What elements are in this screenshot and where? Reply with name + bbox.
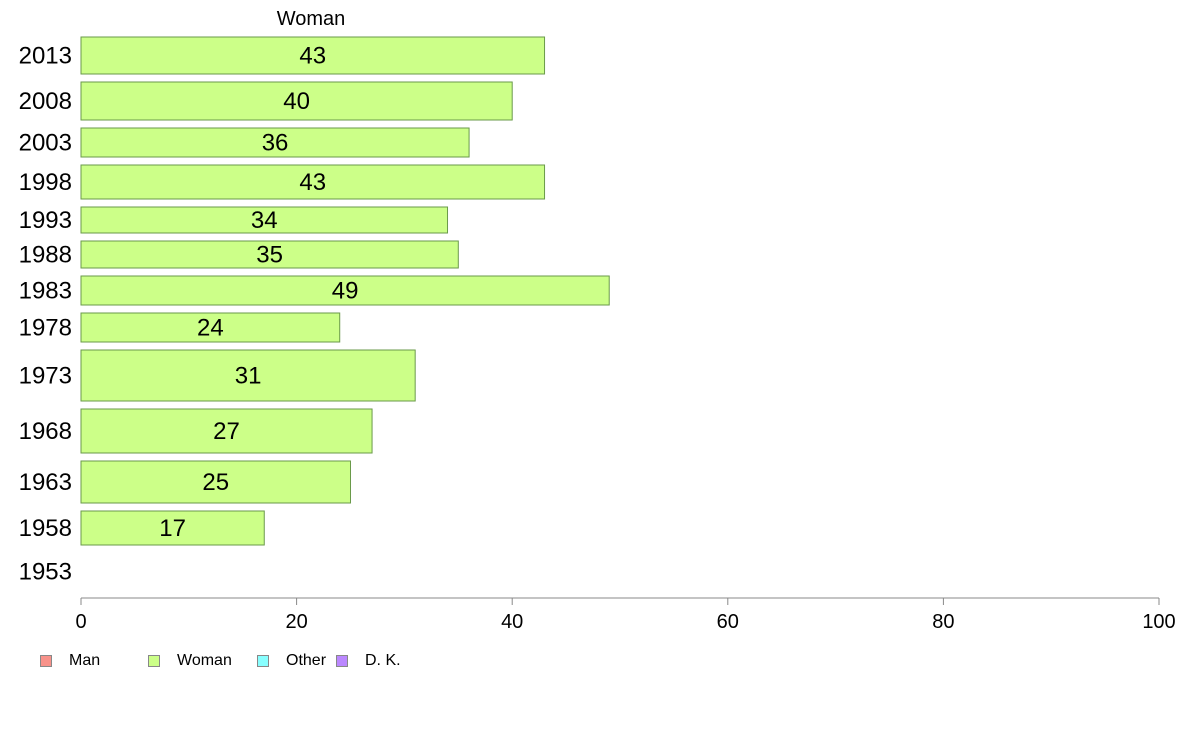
legend-item-dk: D. K. bbox=[336, 652, 426, 670]
bar-value-label: 17 bbox=[159, 515, 186, 542]
legend-swatch-man bbox=[40, 655, 52, 667]
legend-label-other: Other bbox=[286, 652, 327, 669]
bar bbox=[80, 240, 459, 269]
x-axis: 0 20 40 60 80 100 bbox=[75, 597, 1176, 633]
bar bbox=[80, 510, 265, 546]
bars-group: 2013 43 2008 40 2003 36 1998 43 1993 34 1988 35 1983… bbox=[19, 36, 610, 586]
bar bbox=[80, 36, 546, 75]
bar bbox=[80, 408, 373, 454]
bar-value-label: 24 bbox=[197, 315, 224, 342]
legend-label-man: Man bbox=[69, 652, 101, 669]
legend-label-woman: Woman bbox=[177, 652, 232, 669]
y-tick-label: 1963 bbox=[19, 469, 72, 496]
bar-value-label: 36 bbox=[262, 130, 289, 157]
bar-value-label: 25 bbox=[202, 469, 229, 496]
y-tick-label: 1983 bbox=[19, 278, 72, 305]
y-tick-label: 1968 bbox=[19, 418, 72, 445]
bar-value-label: 35 bbox=[256, 242, 283, 269]
legend-swatch-woman bbox=[148, 655, 160, 667]
bar-value-label: 34 bbox=[251, 207, 278, 234]
legend-swatch-dk bbox=[336, 655, 348, 667]
y-tick-label: 2013 bbox=[19, 43, 72, 70]
x-tick-label: 100 bbox=[1142, 611, 1175, 633]
y-tick-label: 1993 bbox=[19, 207, 72, 234]
legend: Man Woman Other D. K. bbox=[40, 652, 426, 670]
bar-value-label: 27 bbox=[213, 418, 240, 445]
chart-title: Woman bbox=[277, 8, 346, 30]
bar bbox=[80, 312, 341, 343]
bar-chart: Woman 2013 43 2008 40 2003 36 1998 43 1993 34 1988… bbox=[19, 8, 1176, 633]
legend-item-woman: Woman bbox=[148, 652, 257, 670]
x-tick-label: 60 bbox=[717, 611, 739, 633]
y-tick-label: 1958 bbox=[19, 515, 72, 542]
y-tick-label: 1953 bbox=[19, 559, 72, 586]
y-tick-label: 2003 bbox=[19, 130, 72, 157]
legend-item-man: Man bbox=[40, 652, 148, 670]
legend-item-other: Other bbox=[257, 652, 336, 670]
x-tick-label: 0 bbox=[75, 611, 86, 633]
x-tick-label: 20 bbox=[285, 611, 307, 633]
bar bbox=[80, 349, 416, 402]
bar-value-label: 40 bbox=[283, 88, 310, 115]
bar-value-label: 31 bbox=[235, 363, 262, 390]
legend-swatch-other bbox=[257, 655, 269, 667]
y-tick-label: 1988 bbox=[19, 242, 72, 269]
x-tick-label: 80 bbox=[932, 611, 954, 633]
y-tick-label: 2008 bbox=[19, 88, 72, 115]
bar bbox=[80, 206, 449, 234]
legend-label-dk: D. K. bbox=[365, 652, 401, 669]
bar bbox=[80, 460, 351, 504]
bar bbox=[80, 275, 610, 306]
y-tick-label: 1978 bbox=[19, 315, 72, 342]
x-tick-label: 40 bbox=[501, 611, 523, 633]
y-tick-label: 1973 bbox=[19, 363, 72, 390]
bar bbox=[80, 164, 546, 200]
bar-value-label: 49 bbox=[332, 278, 359, 305]
bar-value-label: 43 bbox=[299, 43, 326, 70]
y-tick-label: 1998 bbox=[19, 169, 72, 196]
bar bbox=[80, 127, 470, 158]
bar-value-label: 43 bbox=[299, 169, 326, 196]
bar bbox=[80, 81, 513, 121]
